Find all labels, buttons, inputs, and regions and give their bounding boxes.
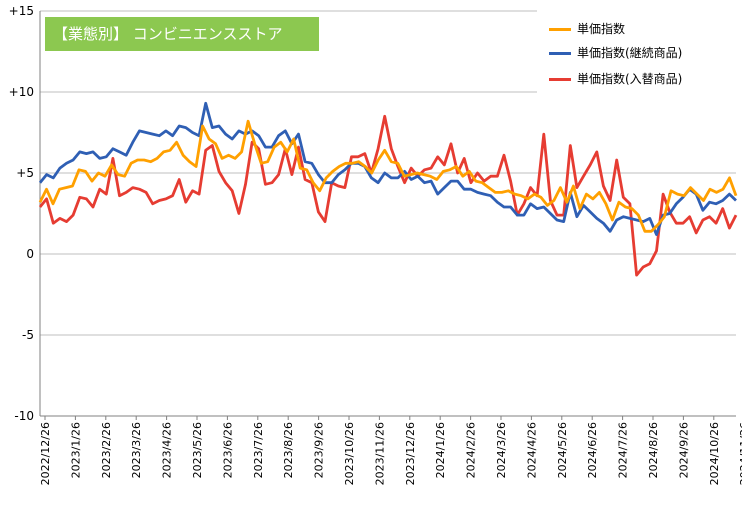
x-tick-label: 2023/4/26	[161, 422, 174, 478]
x-tick-label: 2023/12/26	[404, 422, 417, 485]
legend-item-continuing-items: 単価指数(継続商品)	[549, 44, 682, 62]
x-tick-label: 2024/7/26	[617, 422, 630, 478]
legend-label: 単価指数	[577, 22, 626, 36]
y-tick-label: -5	[22, 328, 34, 342]
x-tick-label: 2023/9/26	[313, 422, 326, 478]
x-tick-label: 2024/8/26	[647, 422, 660, 478]
x-tick-label: 2023/5/26	[191, 422, 204, 478]
x-tick-label: 2024/11/26	[738, 422, 742, 485]
legend-label: 単価指数(継続商品)	[577, 46, 683, 60]
x-tick-label: 2024/3/26	[495, 422, 508, 478]
x-tick-label: 2023/1/26	[69, 422, 82, 478]
legend-swatch	[549, 52, 571, 55]
y-tick-label: +15	[9, 4, 34, 18]
series-line-1	[38, 101, 737, 237]
legend-label: 単価指数(入替商品)	[577, 72, 683, 86]
legend-item-replaced-items: 単価指数(入替商品)	[549, 70, 682, 88]
x-tick-label: 2024/6/26	[586, 422, 599, 478]
series-line-0	[38, 119, 738, 233]
y-tick-label: 0	[26, 247, 34, 261]
series-line-2	[38, 114, 738, 277]
legend-item-unit-price-index: 単価指数	[549, 20, 625, 38]
x-tick-label: 2023/8/26	[282, 422, 295, 478]
y-axis-ticks: -10 -5 0 +5 +10 +15	[9, 4, 34, 423]
x-tick-label: 2023/2/26	[100, 422, 113, 478]
x-axis-ticks: 2022/12/26 2023/1/26 2023/2/26 2023/3/26 202…	[39, 416, 742, 485]
legend-swatch	[549, 28, 571, 31]
x-tick-label: 2024/1/26	[434, 422, 447, 478]
legend-swatch	[549, 78, 571, 81]
y-tick-label: -10	[14, 409, 34, 423]
x-tick-label: 2022/12/26	[39, 422, 52, 485]
x-tick-label: 2023/7/26	[252, 422, 265, 478]
x-tick-label: 2023/3/26	[130, 422, 143, 478]
x-tick-label: 2024/10/26	[708, 422, 721, 485]
x-tick-label: 2023/10/26	[343, 422, 356, 485]
chart-legend: 単価指数 単価指数(継続商品) 単価指数(入替商品)	[537, 10, 737, 100]
x-tick-label: 2023/11/26	[373, 422, 386, 485]
series-lines	[38, 101, 738, 277]
x-tick-label: 2024/4/26	[525, 422, 538, 478]
x-tick-label: 2024/5/26	[556, 422, 569, 478]
x-tick-label: 2024/2/26	[465, 422, 478, 478]
x-tick-label: 2024/9/26	[677, 422, 690, 478]
y-tick-label: +10	[9, 85, 34, 99]
grid-lines	[39, 10, 736, 417]
x-tick-label: 2023/6/26	[221, 422, 234, 478]
y-tick-label: +5	[16, 166, 34, 180]
chart-title: 【業態別】 コンビニエンスストア	[45, 17, 319, 51]
